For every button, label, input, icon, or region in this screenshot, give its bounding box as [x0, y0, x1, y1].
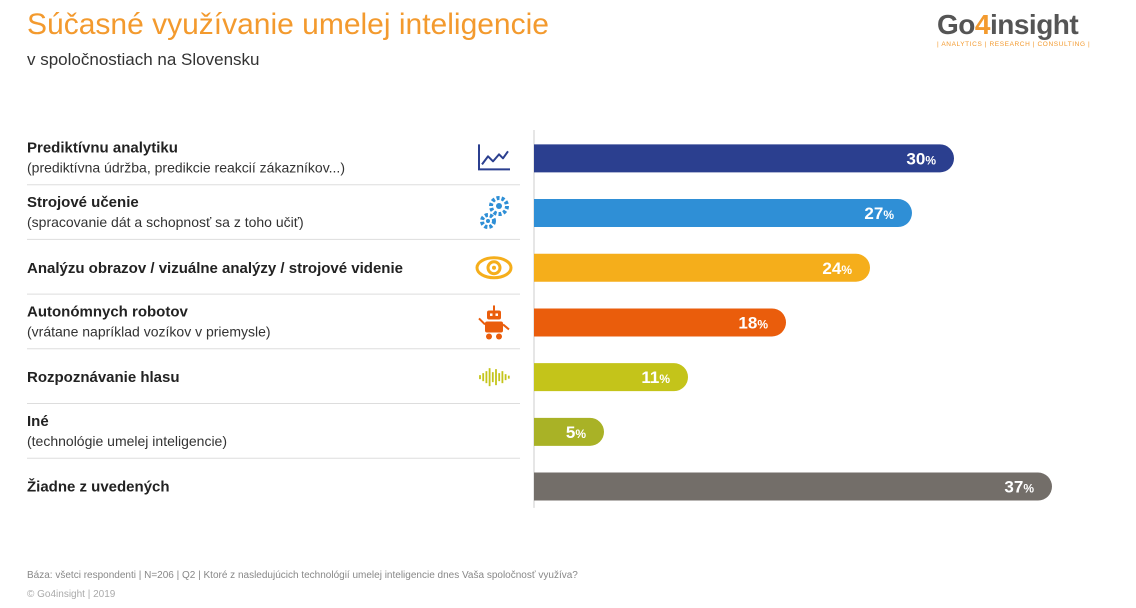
bar [534, 144, 955, 173]
bar [534, 472, 1052, 501]
category-sublabel: (prediktívna údržba, predikcie reakcií z… [27, 159, 345, 175]
category-label: Rozpoznávanie hlasu [27, 369, 180, 386]
gears-icon [480, 196, 509, 230]
robot-icon [478, 305, 510, 340]
category-sublabel: (spracovanie dát a schopnosť sa z toho u… [27, 214, 304, 230]
category-label: Žiadne z uvedených [27, 478, 170, 496]
category-sublabel: (technológie umelej inteligencie) [27, 433, 227, 449]
logo-four: 4 [974, 9, 991, 40]
data-label: 24% [822, 259, 852, 278]
sound-wave-icon [479, 368, 510, 387]
data-label: 37% [1004, 478, 1034, 497]
logo-tagline: | ANALYTICS | RESEARCH | CONSULTING | [937, 41, 1091, 48]
eye-icon [475, 256, 513, 280]
chart-subtitle: v spoločnostiach na Slovensku [27, 50, 260, 69]
data-label: 18% [738, 313, 768, 332]
bar [534, 363, 689, 392]
data-label: 11% [641, 368, 670, 387]
category-label: Iné [27, 413, 49, 430]
data-label: 5% [566, 423, 586, 442]
data-label: 27% [864, 204, 894, 223]
category-label: Prediktívnu analytiku [27, 139, 178, 156]
company-logo: Go4insight | ANALYTICS | RESEARCH | CONS… [937, 10, 1091, 49]
chart-title: Súčasné využívanie umelej inteligencie [27, 8, 549, 41]
bar [534, 308, 787, 337]
copyright: © Go4insight | 2019 [27, 589, 116, 600]
footer-note: Báza: všetci respondenti | N=206 | Q2 | … [27, 570, 578, 581]
category-label: Strojové učenie [27, 194, 139, 211]
data-label: 30% [906, 149, 936, 168]
trend-line-icon [478, 144, 510, 171]
logo-suffix: insight [989, 9, 1079, 40]
logo-prefix: Go [937, 9, 975, 40]
category-sublabel: (vrátane napríklad vozíkov v priemysle) [27, 323, 271, 339]
category-label: Autonómnych robotov [27, 303, 188, 320]
bar [534, 199, 912, 228]
bar [534, 417, 605, 446]
bar [534, 253, 871, 282]
category-label: Analýzu obrazov / vizuálne analýzy / str… [27, 260, 403, 277]
logo-wordmark: Go4insight [937, 10, 1089, 40]
